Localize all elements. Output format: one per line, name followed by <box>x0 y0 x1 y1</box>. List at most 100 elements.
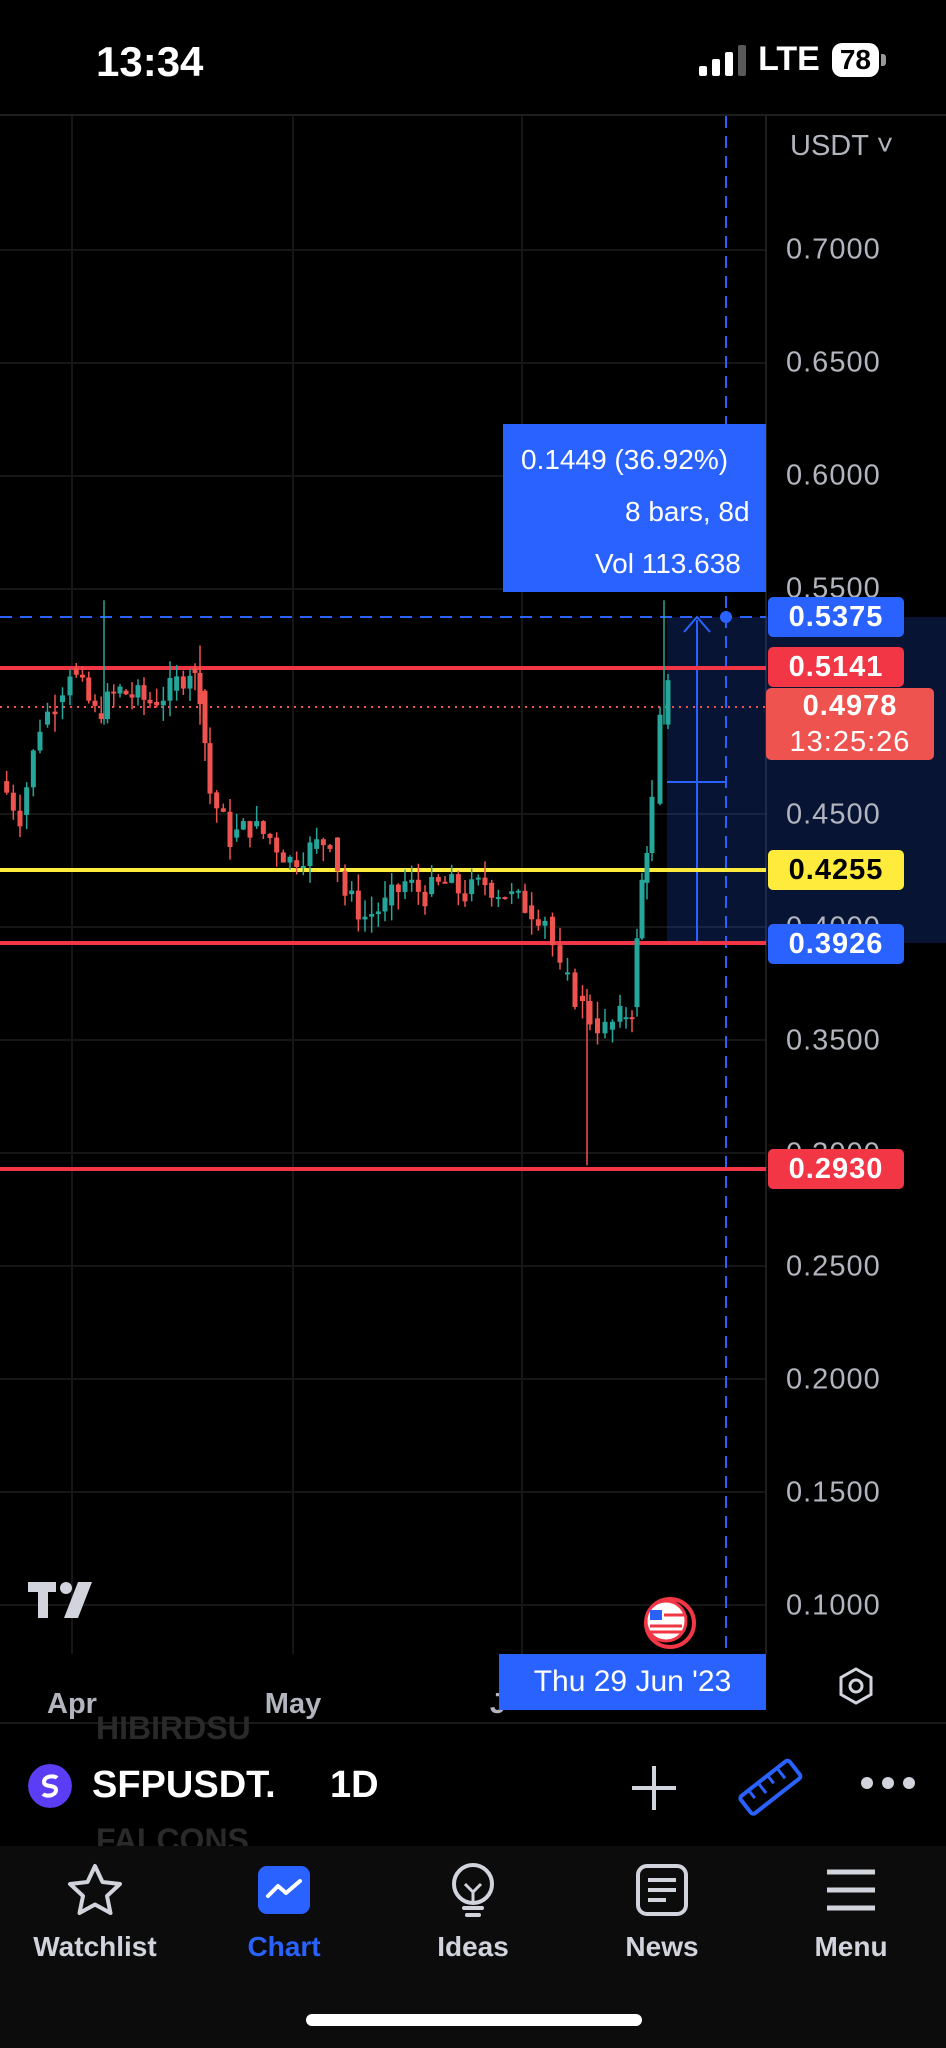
candle-body <box>274 837 280 853</box>
signal-icon <box>699 44 747 76</box>
candle-body <box>572 972 578 1008</box>
candle-body <box>214 792 220 809</box>
candle-body <box>623 1017 629 1020</box>
candle-body <box>362 916 368 920</box>
star-icon <box>68 1864 122 1915</box>
news-icon <box>636 1864 688 1916</box>
candle-body <box>634 938 640 1008</box>
candle-body <box>657 714 663 804</box>
candle-body <box>86 677 92 701</box>
candle-body <box>375 911 381 915</box>
candle-body <box>287 856 293 863</box>
month-label-apr: Apr <box>47 1688 97 1720</box>
candle-body <box>135 685 141 698</box>
candle-body <box>349 890 355 895</box>
candle-body <box>227 811 233 847</box>
candle-body <box>30 750 36 788</box>
us-flag-event-icon[interactable] <box>640 1596 702 1650</box>
nav-chart[interactable]: Chart <box>189 1862 379 1963</box>
candle-body <box>141 685 147 700</box>
candle-body <box>644 852 650 883</box>
candle-body <box>52 711 58 715</box>
candle-body <box>24 787 30 815</box>
candle-body <box>442 881 448 884</box>
ruler-icon[interactable] <box>736 1756 806 1820</box>
candle-body <box>550 916 555 946</box>
candle-body <box>509 891 515 895</box>
nav-label: News <box>625 1931 699 1962</box>
chart-settings-icon[interactable] <box>836 1666 876 1706</box>
price-axis-label: 0.4500 <box>786 798 881 831</box>
candle-body <box>342 871 348 896</box>
candle-body <box>98 713 104 720</box>
candle-body <box>355 890 361 920</box>
candle-body <box>240 821 246 830</box>
candle-body <box>314 839 320 849</box>
candle-body <box>37 731 43 751</box>
chart-grid <box>0 116 766 1654</box>
candle-body <box>422 891 428 907</box>
candle-body <box>475 877 481 880</box>
candle-body <box>495 897 501 900</box>
yellow-level-badge: 0.4255 <box>768 850 904 890</box>
nav-ideas[interactable]: Ideas <box>378 1862 568 1963</box>
battery-icon: 78 <box>831 42 886 77</box>
candle-body <box>92 700 98 706</box>
battery-level: 78 <box>831 42 879 77</box>
candle-body <box>167 677 173 701</box>
bar-countdown: 13:25:26 <box>789 726 911 758</box>
candle-body <box>327 845 333 849</box>
candle-body <box>335 837 340 872</box>
nav-label: Watchlist <box>33 1931 157 1962</box>
candle-body <box>4 781 10 793</box>
timeframe-selector[interactable]: 1D <box>330 1764 379 1806</box>
candle-body <box>369 914 375 917</box>
candle-body <box>220 808 226 812</box>
price-axis-label: 0.3500 <box>786 1024 881 1057</box>
measure-tooltip: 0.1449 (36.92%) 8 bars, 8d Vol 113.638 <box>503 424 766 592</box>
measure-bottom-badge: 0.3926 <box>768 924 904 964</box>
candle-body <box>665 680 671 725</box>
last-price-value: 0.4978 <box>802 690 898 722</box>
candle-body <box>254 821 260 827</box>
candle-body <box>382 897 388 912</box>
candle-body <box>522 890 528 913</box>
network-label: LTE <box>758 40 820 78</box>
candle-body <box>535 919 541 926</box>
price-axis-label: 0.6000 <box>786 459 881 492</box>
candle-body <box>565 972 570 975</box>
price-axis-label: 0.1000 <box>786 1589 881 1622</box>
home-indicator <box>306 2014 642 2026</box>
candle-body <box>267 833 273 838</box>
candle-body <box>429 877 435 895</box>
measure-change: 0.1449 (36.92%) <box>521 444 729 475</box>
candle-body <box>280 852 286 863</box>
candle-body <box>300 865 306 868</box>
candle-body <box>449 874 455 883</box>
candle-body <box>202 690 208 744</box>
symbol-name[interactable]: SFPUSDT. <box>92 1764 276 1806</box>
candle-body <box>180 676 186 689</box>
candle-body <box>602 1021 608 1034</box>
nav-news[interactable]: News <box>567 1862 757 1963</box>
more-options-icon[interactable] <box>860 1776 916 1790</box>
add-button[interactable] <box>626 1760 682 1816</box>
candle-body <box>610 1021 615 1030</box>
candle-body <box>207 743 213 794</box>
nav-menu[interactable]: Menu <box>756 1862 946 1963</box>
last-price-badge: 0.4978 13:25:26 <box>766 688 934 760</box>
candle-body <box>129 694 135 698</box>
candle-body <box>160 700 166 706</box>
candle-body <box>557 945 563 963</box>
price-axis-label: 0.1500 <box>786 1476 881 1509</box>
status-indicators: LTE 78 <box>699 40 886 79</box>
candle-body <box>389 884 395 906</box>
candle-body <box>587 1001 593 1025</box>
candle-body <box>629 1017 635 1020</box>
currency-selector[interactable]: USDT ˅ <box>790 130 894 162</box>
candle-body <box>395 884 401 892</box>
month-label-may: May <box>264 1688 322 1720</box>
nav-watchlist[interactable]: Watchlist <box>0 1862 190 1963</box>
measure-volume: Vol 113.638 <box>595 548 741 579</box>
candlesticks <box>4 600 671 1166</box>
